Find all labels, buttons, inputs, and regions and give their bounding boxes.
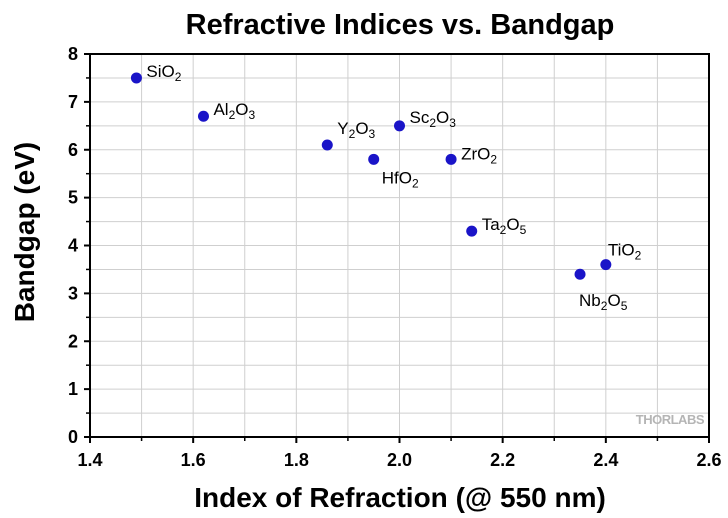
x-tick-label: 2.0 xyxy=(387,450,412,470)
point-label-text: O xyxy=(506,215,519,234)
point-label-text: Sc xyxy=(410,108,430,127)
point-label-text: O xyxy=(399,168,412,187)
point-label-subscript: 2 xyxy=(429,116,436,130)
y-axis-label: Bandgap (eV) xyxy=(9,142,40,322)
y-tick-label: 6 xyxy=(68,140,78,160)
point-label-subscript: 5 xyxy=(621,299,628,313)
point-label-text: O xyxy=(162,62,175,81)
y-tick-label: 4 xyxy=(68,236,78,256)
point-label-subscript: 2 xyxy=(412,177,419,191)
point-label-text: Zr xyxy=(461,144,477,163)
y-tick-label: 3 xyxy=(68,283,78,303)
point-label: HfO2 xyxy=(382,168,419,190)
point-label-subscript: 2 xyxy=(601,299,608,313)
x-tick-label: 2.2 xyxy=(490,450,515,470)
data-point xyxy=(394,120,405,132)
y-tick-label: 1 xyxy=(68,379,78,399)
data-point xyxy=(600,259,612,271)
point-label-subscript: 2 xyxy=(635,249,642,263)
y-tick-label: 0 xyxy=(68,427,78,447)
point-label-subscript: 2 xyxy=(175,70,182,84)
grid xyxy=(90,54,709,437)
y-tick-labels: 0 1 2 3 4 5 6 7 8 xyxy=(68,44,78,447)
point-label-text: Hf xyxy=(382,168,399,187)
data-point xyxy=(130,72,142,84)
x-tick-label: 2.6 xyxy=(696,450,721,470)
point-label-subscript: 5 xyxy=(520,223,527,237)
data-point xyxy=(197,110,209,122)
point-label-text: O xyxy=(621,241,634,260)
x-tick-label: 2.4 xyxy=(593,450,618,470)
point-label-text: O xyxy=(607,291,620,310)
x-tick-labels: 1.4 1.6 1.8 2.0 2.2 2.4 2.6 xyxy=(77,450,721,470)
point-label: Y2O3 xyxy=(337,119,375,141)
point-label-text: O xyxy=(436,108,449,127)
point-label-subscript: 2 xyxy=(490,153,497,167)
point-label-text: O xyxy=(477,144,490,163)
point-label-text: O xyxy=(355,119,368,138)
point-label-text: Nb xyxy=(579,291,601,310)
point-label: SiO2 xyxy=(146,62,181,84)
point-label-subscript: 3 xyxy=(449,116,456,130)
point-label-text: Al xyxy=(213,100,228,119)
chart-title: Refractive Indices vs. Bandgap xyxy=(186,9,615,41)
y-tick-label: 5 xyxy=(68,188,78,208)
point-label-subscript: 3 xyxy=(249,108,256,122)
y-tick-label: 7 xyxy=(68,92,78,112)
y-tick-label: 8 xyxy=(68,44,78,64)
point-label: Ta2O5 xyxy=(482,215,527,237)
point-label-subscript: 2 xyxy=(500,223,507,237)
point-label-subscript: 3 xyxy=(369,127,376,141)
x-tick-label: 1.6 xyxy=(181,450,206,470)
data-point xyxy=(368,153,380,165)
point-label-text: Ta xyxy=(482,215,501,234)
point-label: Nb2O5 xyxy=(579,291,628,313)
thorlabs-watermark: THORLABS xyxy=(636,412,705,427)
point-label: Al2O3 xyxy=(213,100,255,122)
x-tick-label: 1.4 xyxy=(77,450,102,470)
data-point xyxy=(445,153,457,165)
point-label-text: Ti xyxy=(608,241,622,260)
data-point xyxy=(574,268,586,280)
data-points xyxy=(130,72,612,280)
data-point xyxy=(466,225,478,237)
point-label: Sc2O3 xyxy=(410,108,457,130)
point-label: TiO2 xyxy=(608,241,642,263)
point-label: ZrO2 xyxy=(461,144,497,166)
axis-ticks xyxy=(84,53,710,443)
point-label-subscript: 2 xyxy=(349,127,356,141)
x-tick-label: 1.8 xyxy=(284,450,309,470)
point-label-subscript: 2 xyxy=(229,108,236,122)
data-point xyxy=(321,139,333,151)
point-label-text: O xyxy=(235,100,248,119)
y-tick-label: 2 xyxy=(68,331,78,351)
x-axis-label: Index of Refraction (@ 550 nm) xyxy=(194,482,606,513)
point-label-text: Y xyxy=(337,119,348,138)
point-label-text: Si xyxy=(146,62,161,81)
